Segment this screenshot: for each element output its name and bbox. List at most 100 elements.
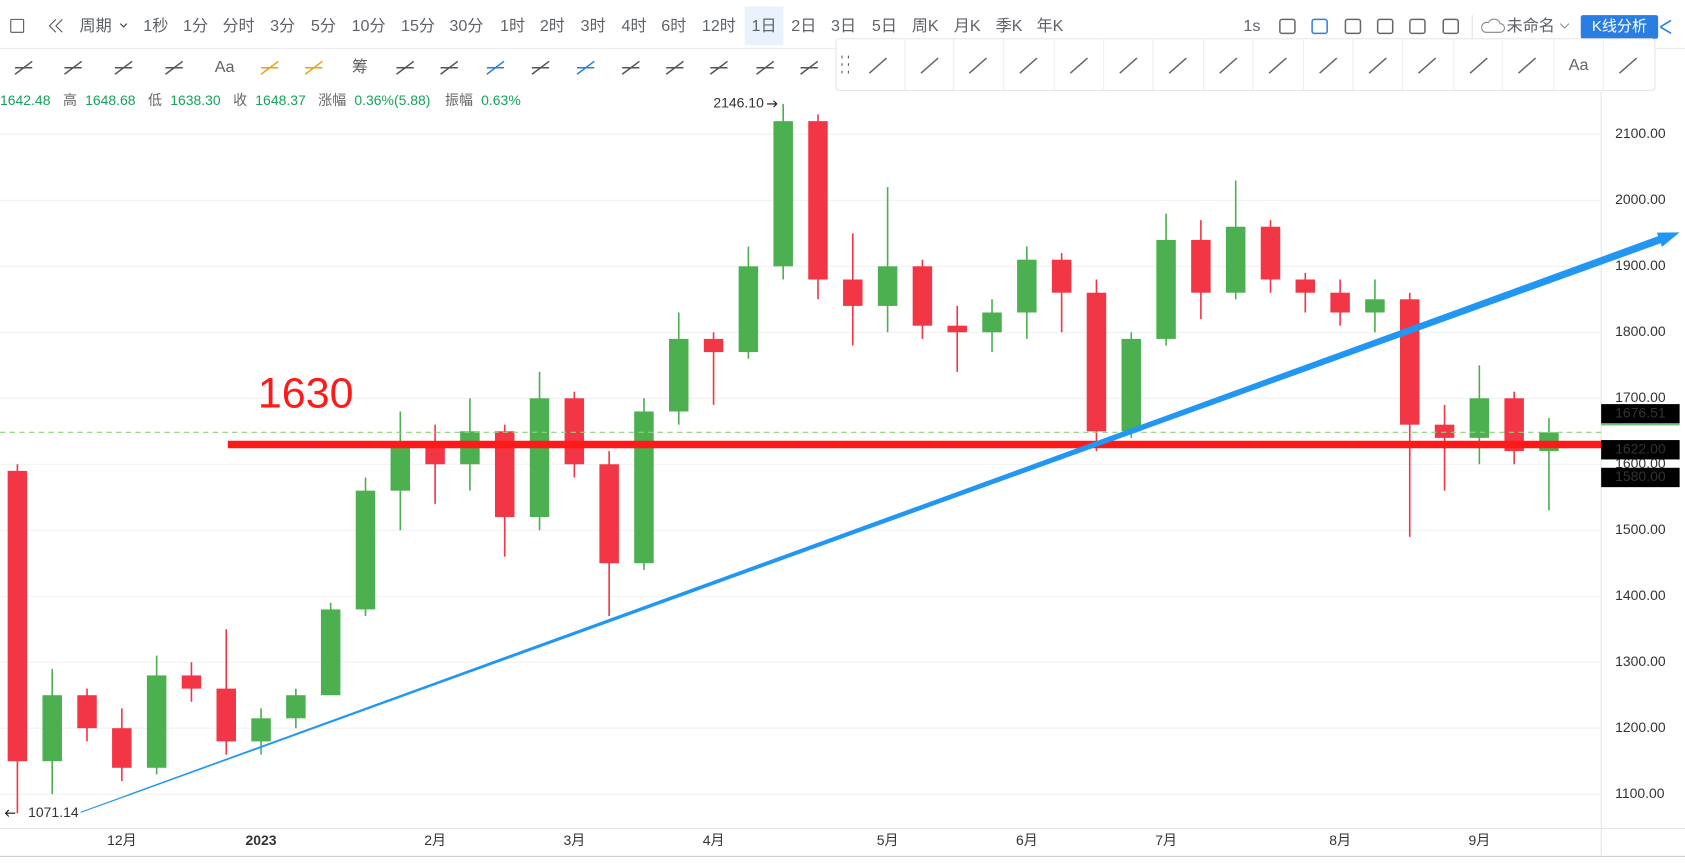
change-value: 0.36%(5.88) [354, 92, 430, 108]
candle-body [1504, 398, 1524, 452]
x-tick-label: 3月 [563, 832, 585, 848]
tool-icon[interactable] [440, 60, 459, 75]
support-label: 1630 [258, 369, 354, 417]
tool-icon[interactable] [531, 60, 550, 75]
refresh-rate[interactable]: 1s [1243, 17, 1260, 35]
period-option[interactable]: 1秒 [143, 17, 168, 35]
tool-icon[interactable] [1517, 57, 1537, 74]
grip [841, 55, 849, 74]
period-option[interactable]: 5分 [311, 17, 336, 35]
tool-icon[interactable] [165, 60, 184, 75]
period-option[interactable]: 15分 [401, 17, 435, 35]
tool-icon[interactable] [1417, 57, 1437, 74]
back-icon[interactable] [48, 18, 63, 33]
toolbar-icon[interactable] [1344, 18, 1362, 35]
min-arrow [4, 809, 16, 817]
tool-icon[interactable] [14, 60, 33, 75]
period-option[interactable]: 3日 [831, 17, 856, 35]
period-option[interactable]: 周K [912, 17, 939, 35]
tool-icon[interactable] [576, 60, 595, 75]
period-option[interactable]: 30分 [449, 17, 483, 35]
tool-icon[interactable] [1219, 57, 1238, 74]
trend-line[interactable] [80, 232, 1680, 813]
period-option[interactable]: 年K [1036, 17, 1063, 35]
period-option[interactable]: 3分 [270, 17, 295, 35]
period-option[interactable]: 6时 [661, 17, 686, 35]
tool-icon[interactable] [665, 60, 684, 75]
x-tick-label: 2月 [424, 832, 446, 848]
tool-icon[interactable] [968, 57, 987, 74]
tool-icon[interactable] [260, 60, 279, 75]
cloud-icon [1481, 18, 1505, 33]
analysis-button-bg[interactable] [1580, 15, 1659, 39]
max-label: 2146.10 [713, 95, 764, 111]
tool-icon[interactable] [621, 60, 640, 75]
period-option[interactable]: 2时 [540, 17, 565, 35]
tool-icon[interactable] [756, 60, 775, 75]
tool-icon[interactable] [114, 60, 133, 75]
period-option[interactable]: 10分 [352, 17, 386, 35]
period-option[interactable]: 1时 [500, 17, 525, 35]
tool-icon[interactable] [486, 60, 505, 75]
tool-icon[interactable] [709, 60, 728, 75]
candle-body [7, 470, 28, 762]
tool-icon[interactable] [1469, 57, 1488, 74]
x-tick-label: 8月 [1329, 832, 1351, 848]
analysis-button[interactable]: K线分析 [1592, 18, 1647, 35]
tool-icon[interactable] [1618, 57, 1638, 74]
period-option[interactable]: 1日 [752, 17, 777, 35]
toolbar-icon[interactable] [1442, 18, 1460, 35]
y-tick-label: 1300.00 [1615, 653, 1666, 669]
period-option[interactable]: 季K [996, 17, 1023, 35]
toolbar-icon[interactable] [1279, 18, 1296, 35]
tool-icon[interactable] [396, 60, 415, 75]
y-tick-label: 1100.00 [1615, 785, 1665, 801]
layout-name[interactable]: 未命名 [1507, 17, 1555, 35]
candle-body [738, 266, 759, 353]
period-caret [119, 23, 128, 28]
toolbar: 周期 1秒 1分 分时 3分 5分 10分 15分 30分 1时 2时 3时 4时 6时 12时 1日 2日 3日… [10, 6, 1672, 76]
tool-icon[interactable] [304, 60, 323, 75]
max-arrow [767, 100, 778, 108]
period-option[interactable]: 2日 [791, 17, 816, 35]
candle-body [1399, 299, 1420, 425]
text-tool[interactable]: Aa [215, 58, 235, 76]
float-text-tool[interactable]: Aa [1569, 56, 1589, 74]
period-option[interactable]: 月K [954, 17, 981, 35]
tool-icon[interactable] [800, 60, 819, 75]
toolbar-icon[interactable] [1409, 18, 1426, 35]
layout-icon[interactable] [10, 18, 25, 33]
amplitude-label: 振幅 [445, 92, 473, 108]
candle-body [1051, 259, 1072, 293]
toolbar-icon[interactable] [1376, 18, 1394, 35]
candle-body [808, 121, 828, 280]
toolbar-icon[interactable] [1311, 18, 1328, 35]
period-option[interactable]: 4时 [621, 17, 646, 35]
period-menu[interactable]: 周期 [80, 17, 112, 35]
period-option[interactable]: 分时 [222, 17, 254, 35]
tool-icon[interactable] [1168, 57, 1187, 74]
tool-icon[interactable] [1368, 57, 1387, 74]
candle-body [1330, 292, 1350, 313]
tool-icon[interactable] [1319, 57, 1338, 74]
share-icon[interactable] [1659, 19, 1672, 35]
period-option[interactable]: 1分 [183, 17, 208, 35]
layout-caret [1559, 23, 1570, 29]
candle-body [529, 398, 550, 518]
period-option[interactable]: 3时 [581, 17, 606, 35]
candle-body [634, 411, 654, 564]
candle-body [251, 718, 271, 742]
tool-icon[interactable] [64, 60, 83, 75]
tool-icon[interactable] [1119, 57, 1138, 74]
tool-icon[interactable] [1069, 57, 1089, 74]
open-value: 1642.48 [0, 92, 51, 108]
tool-icon[interactable] [920, 57, 939, 74]
period-option[interactable]: 5日 [872, 17, 897, 35]
y-tick-label: 2100.00 [1615, 125, 1666, 141]
period-option[interactable]: 12时 [702, 17, 736, 35]
candle-body [1156, 239, 1176, 339]
tool-icon[interactable] [1019, 57, 1038, 74]
tool-icon[interactable] [868, 57, 888, 74]
chip-tool[interactable]: 筹 [352, 58, 368, 76]
tool-icon[interactable] [1268, 57, 1287, 74]
